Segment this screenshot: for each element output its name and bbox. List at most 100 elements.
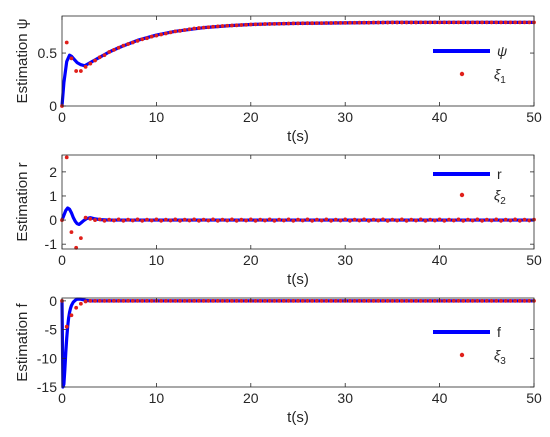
data-point <box>484 217 489 222</box>
data-point <box>390 20 395 25</box>
data-point <box>300 298 305 303</box>
data-point <box>135 38 140 43</box>
y-axis-label: Estimation ψ <box>14 19 31 104</box>
data-point <box>395 218 400 223</box>
data-point <box>64 40 69 45</box>
data-point <box>348 218 352 223</box>
data-point <box>107 50 112 54</box>
data-point <box>503 217 508 222</box>
data-point <box>239 23 244 27</box>
data-point <box>263 22 267 26</box>
data-point <box>192 298 197 303</box>
x-tick-label: 40 <box>432 390 448 406</box>
data-point <box>357 218 362 223</box>
data-point <box>135 298 140 303</box>
data-point <box>234 298 239 303</box>
data-point <box>324 298 329 303</box>
data-point <box>381 217 385 222</box>
x-tick-label: 40 <box>432 109 448 125</box>
data-point <box>423 298 428 303</box>
axes-box <box>61 15 535 107</box>
data-point <box>461 20 466 25</box>
x-axis-label: t(s) <box>287 128 309 145</box>
data-point <box>267 298 272 303</box>
data-point <box>163 217 168 222</box>
data-point <box>145 36 149 41</box>
data-point <box>258 22 263 27</box>
legend-label: ψ <box>497 43 507 59</box>
data-point <box>168 218 173 223</box>
data-point <box>385 218 390 223</box>
data-point <box>329 298 333 303</box>
data-point <box>69 313 74 318</box>
data-point <box>447 20 451 25</box>
data-point <box>456 20 461 25</box>
y-tick-label: -5 <box>45 322 58 338</box>
data-point <box>338 298 343 303</box>
data-point <box>69 56 74 61</box>
data-point <box>480 298 484 303</box>
legend-label: ξ3 <box>494 347 506 367</box>
x-tick-label: 50 <box>526 252 542 268</box>
data-point <box>428 298 433 303</box>
data-point <box>78 301 83 306</box>
data-point <box>102 218 107 223</box>
data-point <box>93 298 97 303</box>
data-point <box>291 218 296 223</box>
subplot-3: 0 10 20 30 40 50 -15 -10 -5 0 t(s) Estimation f f ξ3 <box>14 293 542 426</box>
y-axis-label: Estimation r <box>14 162 31 241</box>
data-point <box>281 298 286 303</box>
x-tick-label: 10 <box>149 390 165 406</box>
data-point <box>432 218 437 223</box>
data-point <box>281 218 286 223</box>
data-point <box>362 20 366 25</box>
data-point <box>381 20 385 25</box>
data-point <box>517 218 522 223</box>
data-point <box>178 298 182 303</box>
data-point <box>97 55 102 60</box>
data-point <box>206 218 211 223</box>
data-point <box>390 298 395 303</box>
data-point <box>126 298 130 303</box>
plot-area <box>62 16 534 106</box>
data-point <box>371 298 376 303</box>
data-point <box>173 217 178 222</box>
data-point <box>74 69 79 73</box>
data-point <box>461 218 466 223</box>
data-point <box>310 298 315 303</box>
data-point <box>404 218 409 223</box>
data-point <box>451 298 456 303</box>
y-axis-label: Estimation f <box>14 302 31 381</box>
data-point <box>300 218 305 223</box>
data-point <box>466 298 470 303</box>
data-point <box>503 298 508 303</box>
data-point <box>513 217 518 222</box>
y-tick-label: -1 <box>45 236 58 252</box>
data-point <box>173 29 178 34</box>
data-point <box>517 20 522 25</box>
data-point <box>272 298 277 303</box>
data-point <box>376 298 381 303</box>
data-point <box>503 20 508 25</box>
data-point <box>376 20 381 25</box>
legend: f ξ3 <box>433 324 506 367</box>
data-point <box>88 216 93 221</box>
legend-dot-swatch <box>459 71 465 77</box>
data-point <box>366 218 371 223</box>
x-tick-label: 30 <box>337 252 353 268</box>
data-point <box>281 21 286 26</box>
data-point <box>277 217 282 222</box>
data-point <box>470 218 475 223</box>
x-tick-label: 50 <box>526 109 542 125</box>
data-point <box>130 218 135 223</box>
data-point <box>404 298 409 303</box>
data-point <box>461 298 466 303</box>
data-point <box>263 298 267 303</box>
subplot-1: 0 10 20 30 40 50 0 0.5 t(s) Estimation ψ ψ ξ1 <box>14 15 542 145</box>
data-point <box>475 298 480 303</box>
data-point <box>206 298 211 303</box>
data-point <box>192 26 197 31</box>
y-tick-label: 1 <box>49 188 57 204</box>
axes-box <box>61 154 535 250</box>
x-tick-label: 0 <box>58 252 66 268</box>
